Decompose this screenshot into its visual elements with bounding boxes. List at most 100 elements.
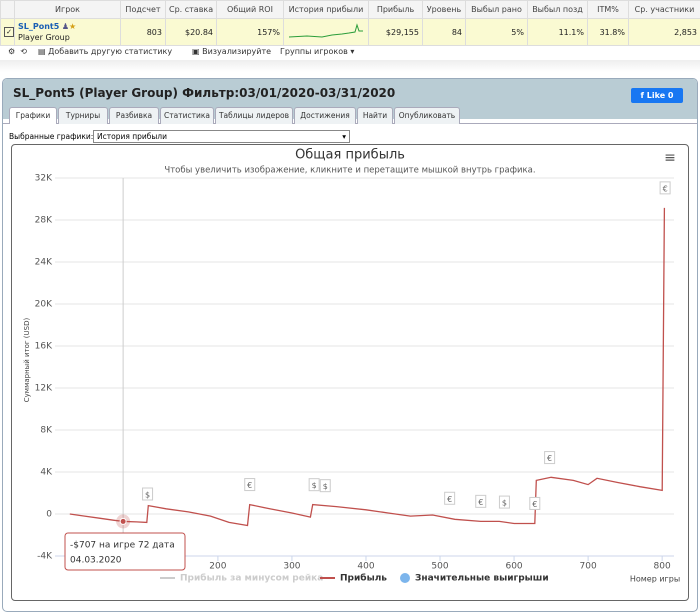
tab[interactable]: Статистика <box>160 107 214 124</box>
tab[interactable]: Разбивка <box>109 107 159 124</box>
tooltip-date: 04.03.2020 <box>70 556 122 566</box>
player-group: Player Group <box>18 33 70 42</box>
column-header: Выбыл рано <box>465 0 528 19</box>
tooltip-text: -$707 на игре 72 дата <box>70 541 175 551</box>
separator <box>0 60 700 72</box>
stat-cell: 2,853 <box>628 18 700 46</box>
stat-cell: 157% <box>216 18 284 46</box>
hover-point <box>119 517 127 525</box>
add-stat-button[interactable]: ▤ Добавить другую статистику <box>38 47 173 56</box>
flag <box>308 478 320 492</box>
chart-box <box>11 144 689 601</box>
y-tick-label: 20K <box>35 300 53 310</box>
legend-label[interactable]: Прибыль <box>340 573 387 584</box>
legend-label[interactable]: Значительные выигрыши <box>415 574 549 584</box>
column-header: Ср. участники <box>628 0 700 19</box>
data-row: ✓ SL_Pont5 ♟★ Player Group 803 $20.84 157% $… <box>0 18 700 46</box>
y-tick-label: 24K <box>35 258 53 268</box>
history-cell <box>283 18 369 46</box>
stat-cell: $29,155 <box>368 18 423 46</box>
flag-label: € <box>247 481 252 490</box>
player-cell: SL_Pont5 ♟★ Player Group <box>14 18 121 46</box>
add-stat: Добавить другую статистику <box>48 47 173 56</box>
flag-label: € <box>478 498 483 507</box>
flag-label: $ <box>502 499 507 508</box>
flag <box>498 495 510 509</box>
x-axis-title: Номер игры <box>630 575 680 584</box>
column-header: Ср. ставка <box>165 0 217 19</box>
like-count: 0 <box>667 91 674 100</box>
y-tick-label: 4K <box>40 468 53 478</box>
flag <box>659 181 671 195</box>
stat-cell: 84 <box>422 18 466 46</box>
column-header: История прибыли <box>283 0 369 19</box>
select-label: Выбранные графики: <box>9 132 94 141</box>
checkbox[interactable]: ✓ <box>0 18 15 46</box>
flag <box>529 496 541 510</box>
flag-label: € <box>532 500 537 509</box>
stat-cell: 803 <box>120 18 166 46</box>
column-header: Игрок <box>14 0 121 19</box>
legend-symbol <box>400 573 410 583</box>
tab[interactable]: Графики <box>9 107 57 124</box>
stat-cell: $20.84 <box>165 18 217 46</box>
sparkline <box>288 23 363 38</box>
profit-line <box>69 207 666 527</box>
chart-title: Общая прибыль <box>295 148 405 163</box>
flag <box>444 491 456 505</box>
stats-table: Игрок Подсчет Ср. ставка Общий ROI История п… <box>0 0 700 46</box>
y-axis-title: Суммарный итог (USD) <box>23 318 31 403</box>
column-header: Уровень <box>422 0 466 19</box>
y-tick-label: 8K <box>40 426 53 436</box>
x-tick-label: 800 <box>654 562 671 572</box>
tooltip-box <box>64 532 186 571</box>
y-tick-label: -4K <box>37 552 53 562</box>
x-tick-label: 300 <box>283 562 300 572</box>
stat-cell: 5% <box>465 18 528 46</box>
like-text: Like <box>646 91 666 100</box>
flag <box>244 478 256 492</box>
y-tick-label: 0 <box>46 510 52 520</box>
header-row: Игрок Подсчет Ср. ставка Общий ROI История п… <box>0 0 700 19</box>
visualize: Визуализируйте <box>202 47 272 56</box>
y-tick-label: 32K <box>35 174 53 184</box>
groups-button[interactable]: Группы игроков ▾ <box>280 47 355 56</box>
tab[interactable]: Опубликовать <box>394 107 460 124</box>
visualize-button[interactable]: ▣ Визуализируйте <box>192 47 272 56</box>
select-value: История прибыли <box>97 132 167 141</box>
stat-cell: 31.8% <box>587 18 629 46</box>
y-tick-label: 28K <box>35 216 53 226</box>
flag-label: € <box>447 495 452 504</box>
chart-subtitle: Чтобы увеличить изображение, кликните и … <box>164 166 535 176</box>
player-name[interactable]: SL_Pont5 <box>18 22 60 31</box>
flag <box>544 451 556 465</box>
legend-label[interactable]: Прибыль за минусом рейка <box>180 573 323 584</box>
chart-select[interactable]: История прибыли ▾ <box>93 130 350 143</box>
x-tick-label: 200 <box>209 562 226 572</box>
tab[interactable]: Турниры <box>58 107 108 124</box>
y-tick-label: 16K <box>35 342 53 352</box>
x-tick-label: 600 <box>505 562 522 572</box>
flag-label: € <box>663 184 668 193</box>
tab[interactable]: Таблицы лидеров <box>215 107 293 124</box>
flag-label: $ <box>145 491 150 500</box>
groups: Группы игроков <box>280 47 348 56</box>
column-header: Общий ROI <box>216 0 284 19</box>
flag-label: $ <box>312 481 317 490</box>
panel-title: SL_Pont5 (Player Group) Фильтр:03/01/202… <box>13 86 396 100</box>
y-tick-label: 12K <box>35 384 53 394</box>
toolbar-icons[interactable]: ⚙ ⟲ <box>8 47 27 56</box>
flag-label: € <box>547 454 552 463</box>
panel: SL_Pont5 (Player Group) Фильтр:03/01/202… <box>2 78 698 612</box>
flag-label: $ <box>323 482 328 491</box>
column-header: Подсчет <box>120 0 166 19</box>
x-tick-label: 500 <box>431 562 448 572</box>
tab[interactable]: Достижения <box>294 107 356 124</box>
tab[interactable]: Найти <box>357 107 393 124</box>
like-button[interactable]: f Like 0 <box>631 88 683 103</box>
menu-icon: ≡ <box>664 150 676 166</box>
flag <box>142 487 154 501</box>
flag <box>319 479 331 493</box>
